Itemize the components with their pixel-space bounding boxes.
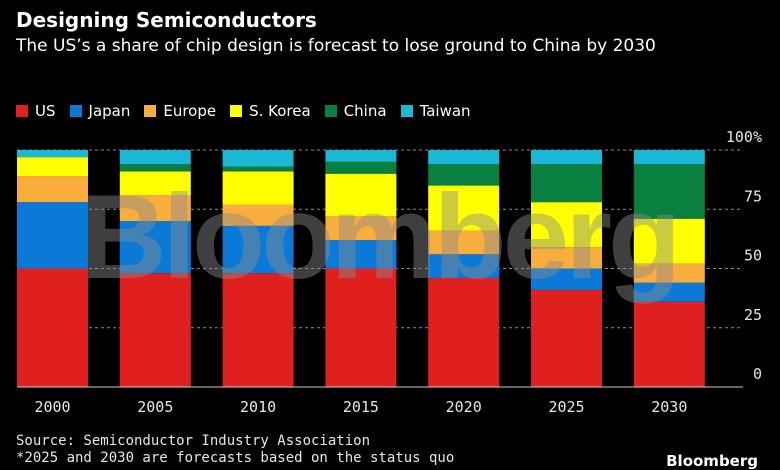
bar-segment-taiwan [633, 150, 705, 165]
legend-item: Taiwan [400, 102, 471, 120]
bar-segment-s-korea [119, 171, 191, 196]
bar-segment-taiwan [17, 150, 88, 158]
bar-segment-s-korea [325, 173, 397, 217]
legend-swatch [69, 105, 82, 117]
bar-segment-china [222, 166, 294, 172]
bar-segment-taiwan [222, 150, 294, 167]
bar-segment-japan [222, 225, 294, 274]
legend-item: S. Korea [230, 102, 311, 120]
bar-segment-china [119, 164, 191, 172]
bar-segment-us [428, 277, 500, 387]
legend-item: China [324, 102, 387, 120]
legend-swatch [144, 105, 157, 117]
legend-label: Europe [163, 102, 217, 120]
bar-segment-japan [633, 282, 705, 302]
bar-segment-us [222, 273, 294, 387]
legend-label: Japan [88, 102, 131, 120]
legend-item: US [16, 102, 56, 120]
legend-label: China [343, 102, 387, 120]
bar-segment-europe [119, 195, 191, 222]
bar-segment-s-korea [633, 218, 705, 264]
bar-segment-s-korea [222, 171, 294, 205]
forecast-note: *2025 and 2030 are forecasts based on th… [16, 450, 455, 466]
bar-segment-europe [17, 176, 88, 203]
bar-segment-europe [531, 247, 602, 269]
x-tick-label: 2010 [240, 398, 276, 416]
chart-title: Designing Semiconductors [16, 8, 317, 32]
legend-swatch [230, 105, 243, 117]
bar-segment-europe [428, 230, 500, 255]
legend-swatch [324, 105, 337, 117]
footer-notes: Source: Semiconductor Industry Associati… [16, 433, 454, 467]
bar-segment-europe [325, 216, 397, 241]
legend: US Japan Europe S. Korea China Taiwan [16, 102, 471, 120]
bar-segment-us [17, 268, 88, 387]
bar-segment-japan [531, 268, 602, 290]
bar-segment-taiwan [428, 150, 500, 165]
bar-segment-taiwan [325, 150, 397, 162]
bar-segment-europe [222, 204, 294, 226]
y-tick-label: 25 [744, 306, 762, 324]
legend-label: US [35, 102, 56, 120]
bar-segment-us [633, 301, 705, 387]
bar-segment-japan [325, 240, 397, 269]
x-tick-label: 2005 [137, 398, 173, 416]
bar-segment-china [325, 161, 397, 174]
bar-segment-china [531, 164, 602, 203]
bar-segment-taiwan [531, 150, 602, 165]
x-tick-label: 2000 [34, 398, 70, 416]
x-tick-label: 2030 [651, 398, 687, 416]
chart-subtitle: The US’s a share of chip design is forec… [16, 36, 656, 56]
bar-segment-japan [119, 221, 191, 274]
bar-segment-japan [428, 254, 500, 278]
brand-logo: Bloomberg [666, 452, 758, 470]
y-tick-label: 50 [744, 247, 762, 265]
y-tick-label: 100% [726, 128, 762, 146]
bar-segment-china [633, 164, 705, 219]
x-tick-label: 2020 [446, 398, 482, 416]
legend-item: Europe [144, 102, 216, 120]
bar-segment-s-korea [428, 185, 500, 231]
bar-segment-us [531, 289, 602, 387]
bar-segment-us [325, 268, 397, 387]
legend-label: S. Korea [249, 102, 311, 120]
x-tick-label: 2015 [343, 398, 379, 416]
legend-swatch [16, 105, 28, 117]
bar-segment-china [428, 164, 500, 186]
bar-segment-taiwan [119, 150, 191, 165]
bar-segment-japan [17, 202, 88, 269]
bar-segment-europe [633, 263, 705, 283]
y-tick-label: 75 [744, 187, 762, 205]
bar-segment-us [119, 273, 191, 387]
bar-segment-s-korea [17, 157, 88, 177]
legend-item: Japan [69, 102, 131, 120]
x-tick-label: 2025 [548, 398, 584, 416]
bar-segment-s-korea [531, 202, 602, 248]
legend-swatch [400, 105, 413, 117]
source-text: Source: Semiconductor Industry Associati… [16, 433, 371, 449]
y-tick-label: 0 [753, 365, 762, 383]
legend-label: Taiwan [419, 102, 471, 120]
